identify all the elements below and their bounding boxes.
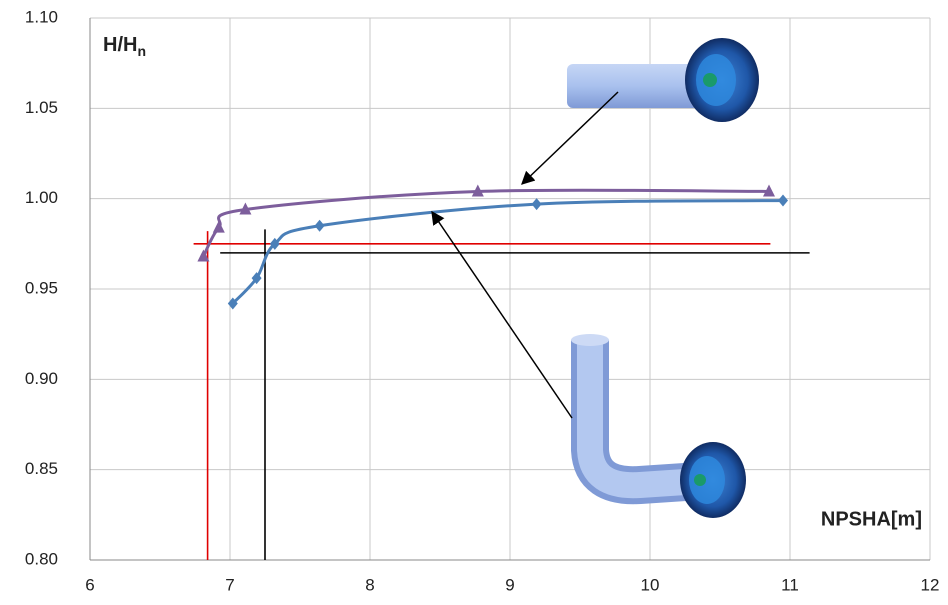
y-tick-label: 1.05: [25, 98, 58, 117]
y-axis-label: H/Hn: [103, 34, 146, 58]
x-tick-label: 6: [85, 575, 94, 594]
data-point: [315, 220, 325, 232]
x-tick-label: 7: [225, 575, 234, 594]
chart: 6 7 8 9 10 11 12 0.80 0.85 0.90 0.95 1.00 1.05 1.10 H…: [0, 0, 948, 605]
x-tick-label: 9: [505, 575, 514, 594]
arrow: [432, 212, 572, 418]
plot-area: 6 7 8 9 10 11 12 0.80 0.85 0.90 0.95 1.00 1.05 1.10: [25, 7, 940, 594]
y-tick-label: 1.10: [25, 7, 58, 26]
data-point: [213, 221, 225, 233]
x-tick-label: 8: [365, 575, 374, 594]
data-point: [532, 198, 542, 210]
y-tick-label: 0.80: [25, 549, 58, 568]
y-tick-label: 0.95: [25, 278, 58, 297]
x-tick-label: 10: [641, 575, 660, 594]
bent-pipe-illustration: [571, 334, 746, 518]
y-tick-label: 0.90: [25, 369, 58, 388]
straight-pipe-illustration: [567, 38, 759, 122]
y-label-subscript: n: [137, 43, 146, 59]
y-label-main: H/H: [103, 34, 137, 56]
y-tick-label: 0.85: [25, 459, 58, 478]
x-tick-label: 11: [781, 575, 799, 594]
x-axis-label: NPSHA[m]: [821, 508, 922, 530]
data-point: [778, 194, 788, 206]
series-line: [233, 200, 783, 303]
x-tick-label: 12: [921, 575, 940, 594]
y-tick-label: 1.00: [25, 188, 58, 207]
